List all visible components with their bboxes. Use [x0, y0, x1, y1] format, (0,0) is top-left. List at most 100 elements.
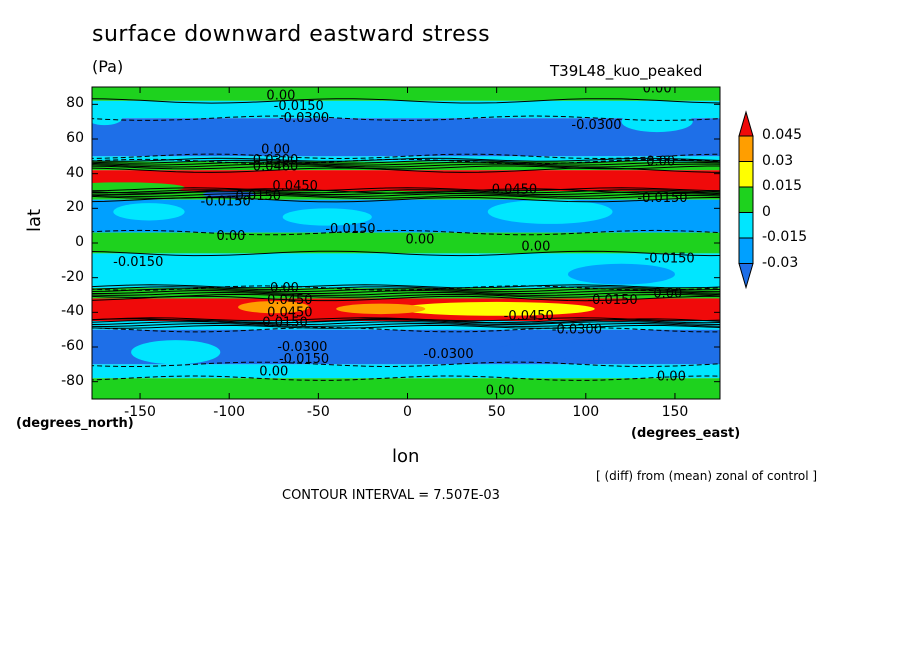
contour-label: 0.00: [270, 281, 299, 296]
contour-label: -0.0300: [277, 340, 327, 355]
colorbar-swatch-2: [738, 212, 754, 239]
x-tick-label: -100: [213, 404, 246, 420]
contour-interval: CONTOUR INTERVAL = 7.507E-03: [282, 488, 500, 503]
colorbar-label: 0.03: [762, 152, 794, 169]
contour-line-14: [92, 375, 720, 381]
y-tick-label: -80: [61, 372, 84, 389]
field-patch-15: [247, 388, 355, 396]
field-patch-10: [131, 340, 221, 365]
jet-contour-line: [92, 324, 720, 329]
colorbar-swatch-5: [738, 135, 754, 162]
contour-label: -0.0300: [279, 111, 329, 126]
contour-label: 0.00: [521, 239, 550, 254]
colorbar-swatch-1: [738, 237, 754, 264]
jet-contour-line: [92, 288, 720, 293]
field-patch-16: [567, 383, 640, 394]
jet-contour-line: [92, 165, 720, 170]
contour-label: 0.0460: [253, 160, 299, 175]
field-patch-14: [122, 235, 230, 244]
contour-label: 0.00: [486, 383, 515, 398]
field-patch-12: [282, 267, 461, 289]
colorbar-swatch-3: [738, 186, 754, 213]
jet-contour-line: [92, 317, 720, 322]
contour-label: 0.0450: [267, 305, 313, 320]
jet-contour-line: [92, 319, 720, 324]
contour-line-0: [92, 98, 720, 104]
contour-label: -0.0150: [637, 191, 687, 206]
contour-label: 0.0450: [272, 179, 318, 194]
contour-line-13: [92, 361, 720, 368]
y-tick-label: 40: [66, 164, 84, 181]
zonal-band-15: [92, 378, 720, 399]
contour-label: 0.00: [259, 364, 288, 379]
x-tick-label: -150: [124, 404, 156, 420]
jet-contour-line: [92, 159, 720, 164]
y-tick-label: 0: [75, 234, 84, 250]
zonal-band-5: [92, 170, 720, 191]
y-tick-label: -20: [61, 268, 84, 285]
jet-contour-line: [92, 157, 720, 162]
colorbar-label: 0: [762, 203, 771, 220]
colorbar-swatch-6: [738, 110, 754, 137]
colorbar-swatch-4: [738, 161, 754, 188]
contour-label: 0.00: [653, 286, 682, 301]
jet-contour-line: [92, 321, 720, 326]
x-tick-label: -50: [306, 404, 330, 420]
run-label: T39L48_kuo_peaked: [550, 62, 703, 80]
zonal-band-1: [92, 100, 720, 119]
colorbar-label: 0.045: [762, 127, 803, 143]
field-patch-9: [92, 111, 123, 126]
contour-label: -0.0150: [587, 293, 637, 308]
contour-label: -0.0150: [231, 189, 281, 204]
colorbar-label: 0.015: [762, 178, 803, 194]
field-patch-1: [398, 301, 595, 316]
contour-label: -0.0300: [552, 323, 602, 338]
jet-contour-line: [92, 187, 720, 192]
contour-line-1: [92, 115, 720, 121]
jet-contour-line: [92, 290, 720, 294]
contour-label: 0.0300: [253, 153, 299, 168]
field-patch-8: [621, 111, 693, 133]
contour-label: -0.0150: [201, 194, 251, 209]
contour-label: -0.0150: [645, 252, 695, 267]
x-axis-unit: (degrees_east): [631, 426, 741, 441]
jet-contour-line: [92, 161, 720, 166]
chart-title: surface downward eastward stress: [92, 22, 491, 47]
contour-line-8: [92, 250, 720, 257]
contour-line-2: [92, 153, 720, 160]
contour-label: 0.0450: [492, 182, 538, 197]
contour-label: 0.00: [406, 233, 435, 248]
contour-line-3: [92, 158, 720, 165]
x-tick-label: 50: [487, 404, 506, 420]
contour-label: -0.0150: [274, 99, 324, 114]
jet-contour-line: [92, 286, 720, 291]
y-axis-unit: (degrees_north): [16, 416, 134, 431]
zonal-band-2: [92, 118, 720, 157]
jet-contour-line: [92, 189, 720, 194]
contour-label: -0.0300: [571, 118, 621, 133]
y-tick-label: 60: [66, 130, 84, 146]
x-axis-label: lon: [392, 446, 420, 467]
diff-note: [ (diff) from (mean) zonal of control ]: [596, 469, 818, 483]
field-patch-11: [496, 341, 604, 360]
zonal-band-14: [92, 364, 720, 379]
contour-label: 0.00: [657, 369, 686, 384]
colorbar-label: -0.015: [762, 229, 808, 245]
contour-label: 0.00: [266, 89, 295, 104]
contour-label: -0.0450: [504, 309, 554, 324]
contour-label: -0.0150: [258, 316, 308, 331]
contour-line-12: [92, 326, 720, 333]
jet-contour-line: [92, 284, 720, 289]
zonal-band-7: [92, 199, 720, 233]
field-patch-5: [282, 208, 372, 226]
contour-label: 0.00: [646, 155, 675, 170]
units-label: (Pa): [92, 57, 124, 76]
zonal-band-12: [92, 321, 720, 330]
colorbar-label: -0.03: [762, 254, 799, 271]
jet-contour-line: [92, 194, 720, 199]
jet-contour-line: [92, 322, 720, 328]
y-tick-label: -60: [61, 338, 84, 354]
field-patch-6: [113, 203, 185, 221]
field-patch-2: [238, 301, 310, 314]
